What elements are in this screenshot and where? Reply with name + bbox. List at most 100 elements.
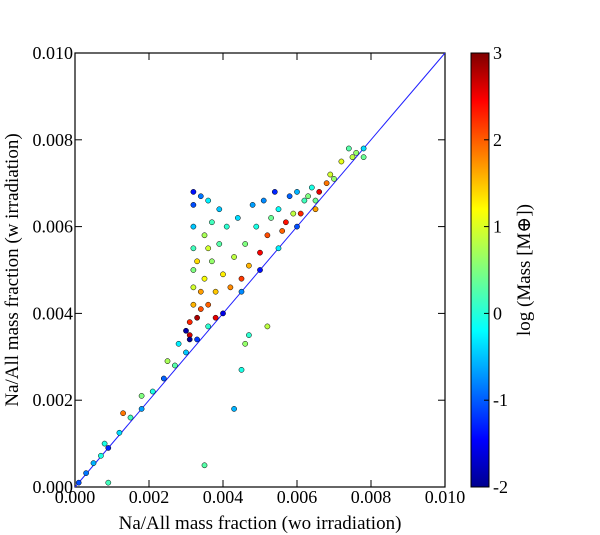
data-point	[264, 232, 271, 239]
x-tick-label: 0.004	[203, 487, 244, 507]
data-point	[345, 145, 352, 152]
data-point	[220, 310, 226, 317]
data-point	[275, 206, 282, 213]
data-point	[149, 388, 156, 395]
data-point	[101, 440, 108, 447]
data-point	[197, 288, 204, 295]
data-point	[242, 340, 249, 347]
colorbar-tick-label: -1	[493, 390, 508, 410]
data-point	[190, 245, 197, 252]
data-point	[105, 479, 112, 486]
x-tick-label: 0.006	[277, 487, 318, 507]
data-point	[160, 375, 167, 382]
data-point	[308, 184, 315, 191]
data-point	[327, 171, 334, 178]
data-point	[209, 258, 215, 265]
data-point	[297, 210, 304, 217]
data-point	[242, 241, 249, 247]
colorbar-tick-label: 0	[493, 303, 502, 323]
data-point	[98, 452, 104, 459]
data-point	[216, 206, 223, 213]
data-point	[264, 323, 271, 330]
x-axis-label: Na/All mass fraction (wo irradiation)	[119, 513, 402, 534]
data-point	[190, 202, 197, 208]
data-point	[197, 193, 204, 200]
data-point	[190, 223, 197, 230]
data-point	[75, 479, 82, 486]
data-point	[268, 215, 274, 221]
data-point	[190, 189, 197, 195]
data-point	[90, 460, 97, 466]
data-point	[190, 267, 197, 273]
data-point	[164, 358, 171, 364]
data-point	[212, 288, 219, 295]
data-point	[127, 414, 134, 421]
data-point	[183, 327, 189, 334]
data-point	[105, 445, 112, 451]
colorbar-label: log (Mass [M⊕])	[514, 204, 535, 336]
data-point	[238, 288, 245, 295]
y-tick-label: 0.000	[33, 477, 74, 497]
data-point	[116, 429, 123, 436]
data-point	[257, 249, 263, 256]
y-tick-label: 0.002	[33, 390, 74, 410]
data-point	[286, 193, 293, 200]
data-point	[312, 206, 319, 213]
y-tick-label: 0.004	[33, 303, 74, 323]
data-point	[216, 241, 223, 247]
data-point	[283, 219, 289, 226]
data-point	[201, 232, 208, 239]
data-point	[205, 301, 212, 308]
data-point	[294, 223, 300, 230]
data-point	[194, 314, 200, 321]
colorbar-tick-label: 3	[493, 43, 502, 63]
colorbar	[470, 52, 490, 488]
data-point	[194, 258, 200, 265]
x-axis-ticks: 0.000 0.002 0.004 0.006 0.008 0.010	[55, 53, 465, 507]
data-point	[246, 262, 252, 269]
x-tick-label: 0.002	[129, 487, 170, 507]
x-tick-label: 0.008	[351, 487, 392, 507]
data-point	[316, 189, 323, 195]
data-point	[209, 219, 215, 226]
data-point	[227, 284, 234, 291]
data-point	[231, 406, 237, 412]
y-tick-label: 0.010	[33, 43, 74, 63]
data-point	[201, 462, 208, 469]
colorbar-tick-label: 2	[493, 130, 502, 150]
data-point	[201, 275, 208, 282]
data-point	[275, 245, 282, 252]
data-point	[205, 245, 212, 252]
data-point	[120, 410, 126, 417]
data-point	[305, 193, 311, 200]
scatter-points	[75, 145, 367, 486]
data-point	[190, 301, 197, 308]
y-axis-label: Na/All mass fraction (w irradiation)	[2, 133, 23, 406]
data-point	[290, 210, 297, 217]
data-point	[231, 254, 237, 260]
data-point	[197, 306, 204, 312]
colorbar-tick-label: -2	[493, 477, 508, 497]
data-point	[338, 158, 345, 165]
data-point	[238, 366, 245, 373]
data-point	[260, 197, 267, 204]
data-point	[220, 271, 226, 278]
data-point	[234, 215, 241, 221]
colorbar-ticks: -2 -1 0 1 2 3	[484, 43, 508, 497]
data-point	[294, 189, 300, 195]
data-point	[183, 349, 189, 356]
data-point	[172, 362, 178, 369]
data-point	[249, 202, 256, 208]
data-point	[246, 332, 252, 338]
data-point	[186, 336, 193, 343]
x-tick-label: 0.000	[55, 487, 96, 507]
data-point	[223, 223, 230, 230]
colorbar-tick-label: 1	[493, 217, 502, 237]
data-point	[138, 393, 145, 399]
data-point	[257, 267, 263, 273]
data-point	[271, 189, 278, 195]
data-point	[205, 197, 212, 204]
data-point	[205, 323, 212, 330]
data-point	[175, 340, 182, 347]
